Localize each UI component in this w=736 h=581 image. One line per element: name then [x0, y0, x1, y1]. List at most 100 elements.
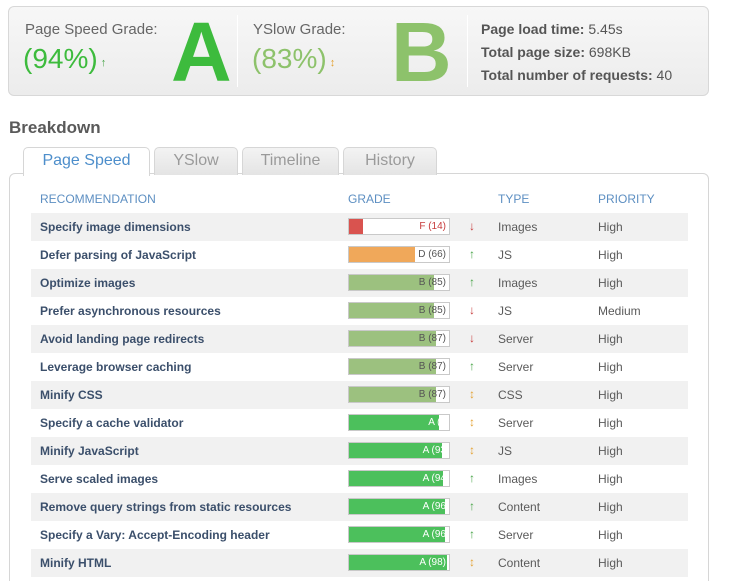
grade-label: A (98) [419, 557, 446, 568]
yslow-percent-value: (83%) [252, 43, 327, 74]
pagespeed-grade-percent: (94%) ↑ [23, 43, 106, 75]
recommendation-priority: High [598, 416, 623, 430]
yslow-grade-label: YSlow Grade: [253, 21, 346, 38]
recommendation-name[interactable]: Specify a Vary: Accept-Encoding header [40, 528, 270, 542]
grade-label: A (96 [422, 501, 446, 512]
grade-bar-fill [349, 303, 434, 318]
column-header-priority[interactable]: PRIORITY [598, 192, 655, 206]
table-row[interactable]: Avoid landing page redirects B (87) ↓ Serve… [31, 325, 688, 353]
table-row[interactable]: Minify HTML A (98) ↕ Content High [31, 549, 688, 577]
trend-up-icon: ↑ [100, 57, 107, 69]
recommendation-type: Content [498, 500, 541, 514]
recommendation-priority: High [598, 556, 623, 570]
trend-up-icon: ↑ [469, 499, 475, 513]
recommendation-name[interactable]: Remove query strings from static resourc… [40, 500, 292, 514]
grade-label: A (94 [422, 473, 446, 484]
recommendation-type: Content [498, 556, 541, 570]
table-header: RECOMMENDATION GRADE TYPE PRIORITY [31, 192, 688, 208]
recommendation-type: Server [498, 528, 534, 542]
grade-bar-fill [349, 387, 436, 402]
table-row[interactable]: Specify image dimensions F (14) ↓ Images Hig… [31, 213, 688, 241]
tab-timeline[interactable]: Timeline [242, 147, 339, 175]
recommendation-priority: High [598, 332, 623, 346]
recommendation-name[interactable]: Prefer asynchronous resources [40, 304, 221, 318]
recommendation-type: Images [498, 276, 538, 290]
column-header-recommendation[interactable]: RECOMMENDATION [40, 192, 156, 206]
recommendation-type: JS [498, 304, 513, 318]
table-row[interactable]: Prefer asynchronous resources B (85) ↓ JS Me… [31, 297, 688, 325]
trend-up-icon: ↑ [469, 359, 475, 373]
recommendation-type: Server [498, 332, 534, 346]
divider [467, 15, 468, 87]
grade-bar: A (96 [348, 526, 450, 543]
grade-label: A (93 [422, 445, 446, 456]
grade-label: B (87) [418, 389, 446, 400]
recommendation-type: CSS [498, 388, 523, 402]
recommendation-name[interactable]: Optimize images [40, 276, 136, 290]
recommendation-name[interactable]: Serve scaled images [40, 472, 159, 486]
recommendation-name[interactable]: Specify image dimensions [40, 220, 191, 234]
recommendations-table: Specify image dimensions F (14) ↓ Images Hig… [31, 213, 688, 577]
recommendation-priority: Medium [598, 304, 641, 318]
column-header-grade[interactable]: GRADE [348, 192, 391, 206]
recommendation-priority: High [598, 500, 623, 514]
table-row[interactable]: Minify CSS B (87) ↕ CSS High [31, 381, 688, 409]
grade-bar: D (66) [348, 246, 450, 263]
table-row[interactable]: Optimize images B (85) ↑ Images High [31, 269, 688, 297]
recommendation-type: JS [498, 444, 513, 458]
grade-bar: A (98) [348, 554, 450, 571]
recommendation-name[interactable]: Defer parsing of JavaScript [40, 248, 197, 262]
grade-bar-fill [349, 219, 363, 234]
grade-label: B (85) [418, 305, 446, 316]
table-row[interactable]: Specify a Vary: Accept-Encoding header A … [31, 521, 688, 549]
tab-history[interactable]: History [343, 147, 437, 175]
recommendation-type: Images [498, 220, 538, 234]
grade-label: F (14) [419, 221, 446, 232]
grade-label: B (87) [418, 361, 446, 372]
stat-page-size: Total page size: 698KB [481, 44, 631, 60]
tab-yslow[interactable]: YSlow [154, 147, 238, 175]
grade-bar-fill [349, 415, 439, 430]
recommendation-type: Images [498, 472, 538, 486]
table-row[interactable]: Remove query strings from static resourc… [31, 493, 688, 521]
trend-up-icon: ↑ [469, 471, 475, 485]
column-header-type[interactable]: TYPE [498, 192, 530, 206]
grade-label: B (87) [418, 333, 446, 344]
grade-bar-fill [349, 555, 447, 570]
recommendation-name[interactable]: Specify a cache validator [40, 416, 184, 430]
table-row[interactable]: Minify JavaScript A (93 ↕ JS High [31, 437, 688, 465]
table-row[interactable]: Leverage browser caching B (87) ↑ Server Hig… [31, 353, 688, 381]
tab-page-speed[interactable]: Page Speed [23, 147, 150, 176]
recommendation-priority: High [598, 444, 623, 458]
trend-down-icon: ↓ [469, 331, 475, 345]
grade-bar: A (96 [348, 498, 450, 515]
grade-bar-fill [349, 359, 436, 374]
table-row[interactable]: Defer parsing of JavaScript D (66) ↑ JS High [31, 241, 688, 269]
recommendation-name[interactable]: Minify JavaScript [40, 444, 139, 458]
pagespeed-grade: Page Speed Grade: (94%) ↑ A [9, 7, 239, 97]
yslow-grade-percent: (83%) ↕ [252, 43, 335, 75]
grade-bar-fill [349, 331, 436, 346]
grade-bar: A (94 [348, 470, 450, 487]
yslow-grade: YSlow Grade: (83%) ↕ B [239, 7, 469, 97]
trend-same-icon: ↕ [469, 387, 475, 401]
trend-down-icon: ↓ [469, 219, 475, 233]
recommendation-name[interactable]: Avoid landing page redirects [40, 332, 205, 346]
grade-bar-fill [349, 443, 442, 458]
table-row[interactable]: Specify a cache validator A (9 ↕ Server High [31, 409, 688, 437]
recommendation-name[interactable]: Minify HTML [40, 556, 112, 570]
stat-load-time: Page load time: 5.45s [481, 21, 623, 37]
recommendation-priority: High [598, 276, 623, 290]
grade-bar: A (93 [348, 442, 450, 459]
recommendation-name[interactable]: Leverage browser caching [40, 360, 192, 374]
recommendation-priority: High [598, 360, 623, 374]
trend-same-icon: ↕ [469, 415, 475, 429]
stat-requests: Total number of requests: 40 [481, 67, 673, 83]
recommendation-name[interactable]: Minify CSS [40, 388, 103, 402]
recommendation-priority: High [598, 220, 623, 234]
pagespeed-grade-label: Page Speed Grade: [25, 21, 158, 38]
grade-bar: A (9 [348, 414, 450, 431]
table-row[interactable]: Serve scaled images A (94 ↑ Images High [31, 465, 688, 493]
trend-up-icon: ↑ [469, 247, 475, 261]
recommendation-type: Server [498, 360, 534, 374]
